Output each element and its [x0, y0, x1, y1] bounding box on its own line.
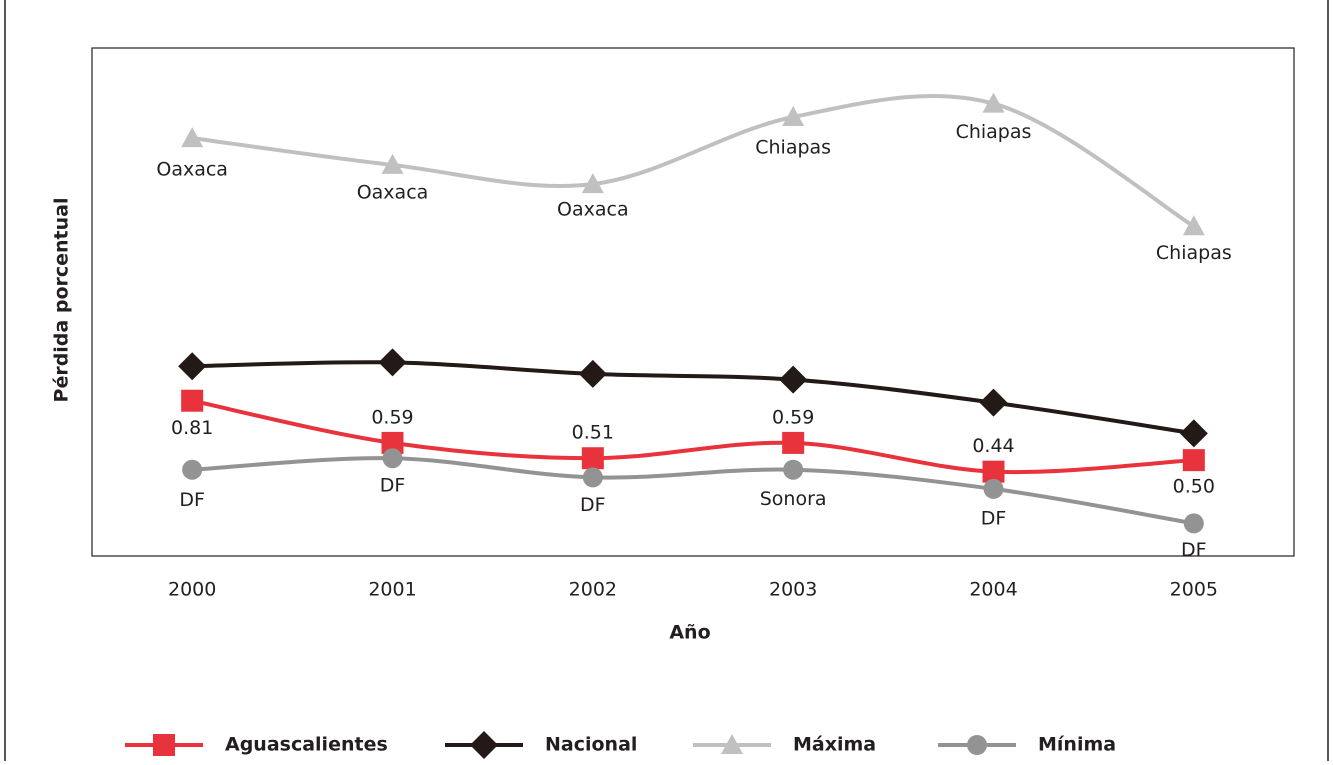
series-line [191, 398, 1194, 475]
data-label: Sonora [760, 488, 827, 510]
marker [1182, 215, 1205, 236]
marker [1182, 449, 1205, 472]
marker [382, 448, 403, 469]
y-axis-label: Pérdida porcentual [51, 198, 73, 403]
frame [4, 0, 1329, 765]
data-label: DF [580, 494, 606, 516]
marker [782, 106, 805, 127]
data-label: DF [179, 489, 205, 511]
data-label: 0.44 [972, 435, 1014, 457]
marker [779, 365, 808, 394]
data-label: 0.50 [1173, 476, 1215, 498]
x-tick-label: 2005 [1170, 579, 1218, 601]
marker [578, 359, 607, 388]
data-label: 0.51 [572, 422, 614, 444]
plot-area [91, 47, 1295, 557]
marker [1179, 419, 1208, 448]
x-tick-label: 2002 [569, 579, 617, 601]
marker [982, 460, 1005, 483]
marker [181, 389, 204, 412]
x-axis-label: Año [669, 622, 710, 644]
marker [1183, 513, 1204, 534]
data-label: 0.59 [371, 406, 413, 428]
marker [178, 352, 207, 381]
legend-label: Aguascalientes [225, 734, 388, 756]
data-label: Chiapas [1156, 242, 1232, 264]
legend-marker [967, 735, 987, 755]
x-tick-label: 2001 [368, 579, 416, 601]
marker [982, 92, 1005, 113]
legend-marker [153, 734, 175, 756]
marker [983, 478, 1004, 499]
data-label: DF [1181, 539, 1207, 561]
marker [783, 459, 804, 480]
legend-label: Nacional [545, 734, 637, 756]
marker [782, 431, 805, 454]
x-tick-label: 2004 [969, 579, 1017, 601]
data-label: 0.81 [171, 417, 213, 439]
data-label: Oaxaca [557, 199, 629, 221]
marker [581, 173, 604, 194]
marker [581, 447, 604, 470]
marker [181, 127, 204, 148]
series-line [191, 93, 1195, 228]
marker [979, 388, 1008, 417]
series-line [192, 456, 1195, 526]
x-tick-label: 2000 [168, 579, 216, 601]
marker [378, 348, 407, 377]
marker [381, 153, 404, 174]
data-label: 0.59 [772, 406, 814, 428]
data-label: Chiapas [956, 121, 1032, 143]
data-label: Oaxaca [357, 181, 429, 203]
data-label: DF [380, 475, 406, 497]
marker [582, 467, 603, 488]
data-label: Chiapas [755, 137, 831, 159]
data-label: DF [981, 507, 1007, 529]
x-tick-label: 2003 [769, 579, 817, 601]
marker [381, 431, 404, 454]
marker [182, 459, 203, 480]
legend-label: Mínima [1038, 734, 1116, 756]
legend-marker [721, 734, 743, 754]
legend-marker [470, 731, 498, 759]
data-label: Oaxaca [156, 159, 228, 181]
legend-label: Máxima [793, 734, 876, 756]
series-line [192, 360, 1195, 436]
